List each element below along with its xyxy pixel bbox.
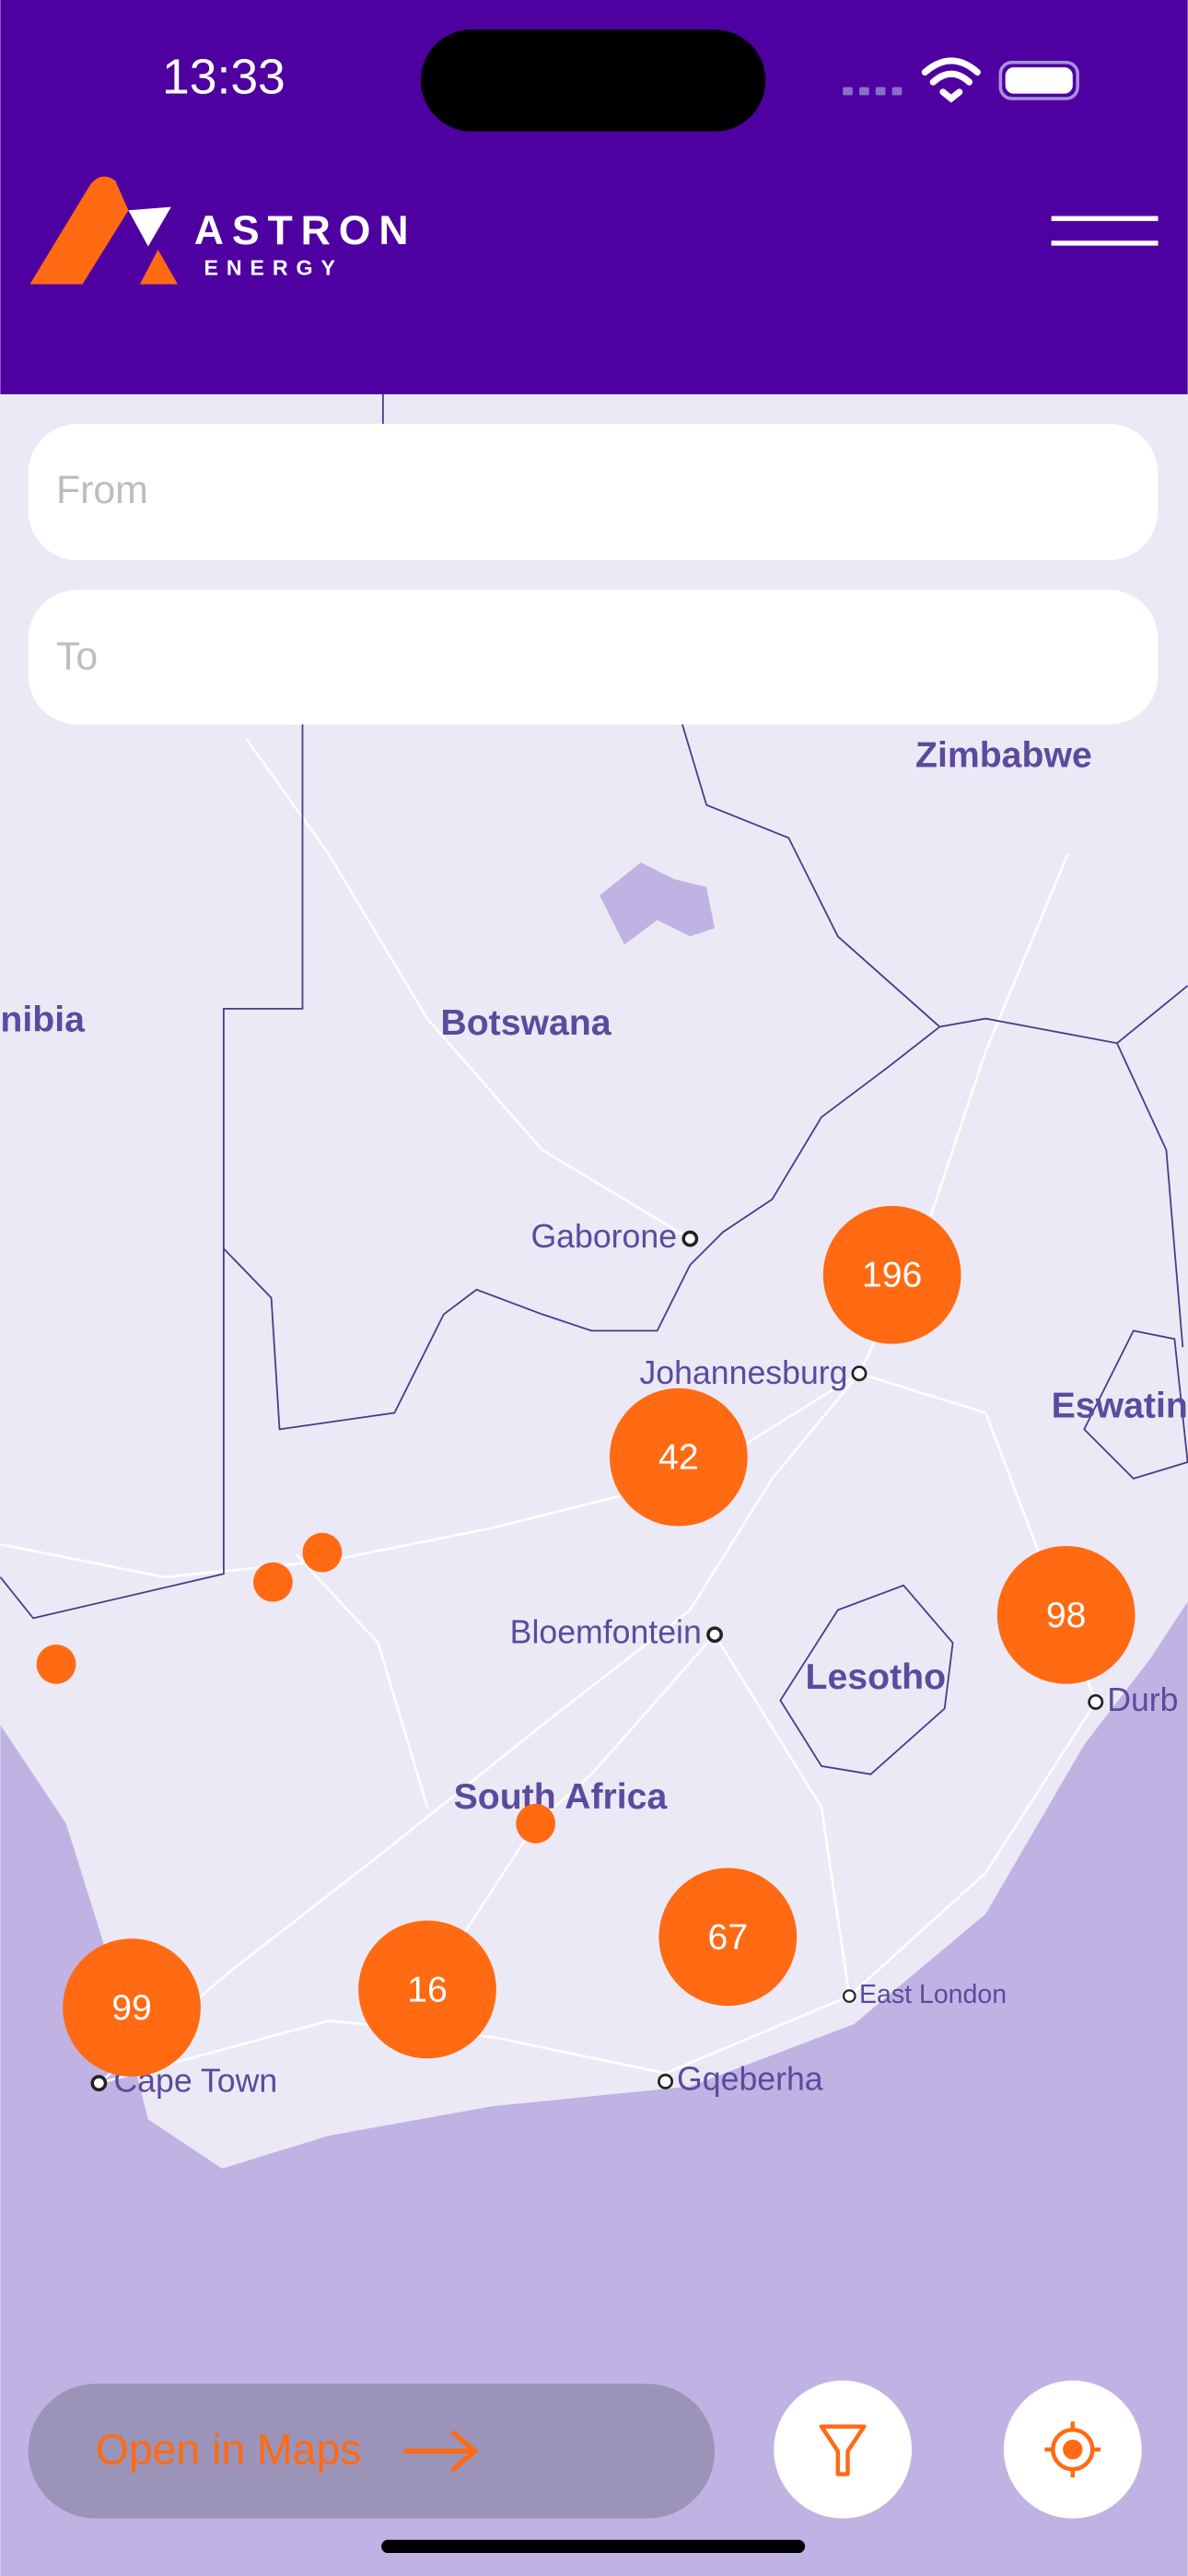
map-label: Gqeberha [677,2061,823,2098]
signal [843,87,903,96]
cluster-count: 67 [708,1916,749,1957]
city-dot [706,1626,723,1644]
cluster-circle [63,1938,201,2077]
city-dot [851,1365,868,1382]
cluster-count: 98 [1046,1595,1087,1635]
stations [36,1532,556,1844]
city-dot [90,2075,108,2091]
button-label: Open in Maps [96,2426,362,2474]
station-marker[interactable] [302,1532,343,1573]
cluster-circle [658,1868,798,2007]
cluster-circle [822,1205,961,1344]
map-label: Lesotho [806,1657,947,1697]
station-marker[interactable] [252,1562,293,1602]
cluster[interactable]: 16 [358,1920,496,2059]
cluster-circle [996,1545,1136,1684]
map-label: Durb [1107,1681,1178,1718]
menu-button[interactable] [1051,216,1159,246]
open-in-maps-button[interactable]: Open in Maps [28,2383,716,2519]
cluster[interactable]: 99 [63,1938,201,2077]
cluster-count: 16 [407,1969,448,2009]
brand-name: ASTRON [194,208,417,253]
filter-button[interactable] [774,2380,913,2519]
cluster-count: 99 [111,1987,152,2028]
home-indicator [381,2539,806,2554]
station-marker[interactable] [36,1644,76,1684]
cluster-circle [609,1388,748,1527]
input-box [28,590,1159,725]
cluster[interactable]: 42 [609,1388,748,1527]
map-label: Gaborone [530,1218,677,1255]
filter-icon [819,2424,867,2476]
cluster[interactable]: 196 [822,1205,961,1344]
map-label: nibia [0,999,86,1039]
status-time: 13:33 [162,51,285,105]
map-label: Johannesburg [639,1354,847,1391]
placeholder: From [56,468,148,512]
cluster[interactable]: 98 [996,1545,1136,1684]
map-label: Botswana [440,1002,611,1043]
cluster-circle [358,1920,496,2059]
brand-sub: ENERGY [204,256,343,280]
battery [998,60,1079,100]
map-label: East London [859,1980,1007,2009]
lake [600,862,716,945]
cluster-count: 42 [658,1437,699,1478]
map-label: Bloemfontein [510,1614,702,1651]
placeholder: To [56,634,98,678]
locate-ticks [1044,2421,1101,2478]
locate-button[interactable] [1003,2380,1142,2519]
button-bg [774,2380,913,2519]
station-marker[interactable] [516,1803,556,1844]
locate-dot [1063,2439,1083,2460]
logo: ASTRON ENERGY [29,176,417,285]
arrow-icon [403,2430,479,2472]
button-bg [28,2383,716,2519]
map-label: Eswatin [1052,1386,1188,1426]
city-dot [658,2073,674,2090]
borders [0,393,1188,1775]
map-label: Zimbabwe [915,734,1092,775]
city-dot [681,1230,699,1247]
map-ocean [0,1601,1188,2576]
to-field[interactable]: To [28,590,1159,725]
cluster-count: 196 [862,1255,922,1295]
city-dot [1088,1693,1104,1710]
cluster[interactable]: 67 [658,1868,798,2007]
map-label: South Africa [454,1776,669,1817]
wifi-icon [921,57,981,103]
input-box [28,424,1159,561]
dynamic-island [420,29,766,132]
city-dot [842,1989,856,2003]
from-field[interactable]: From [28,424,1159,561]
roads [0,738,1098,2085]
battery-level [1005,67,1073,94]
